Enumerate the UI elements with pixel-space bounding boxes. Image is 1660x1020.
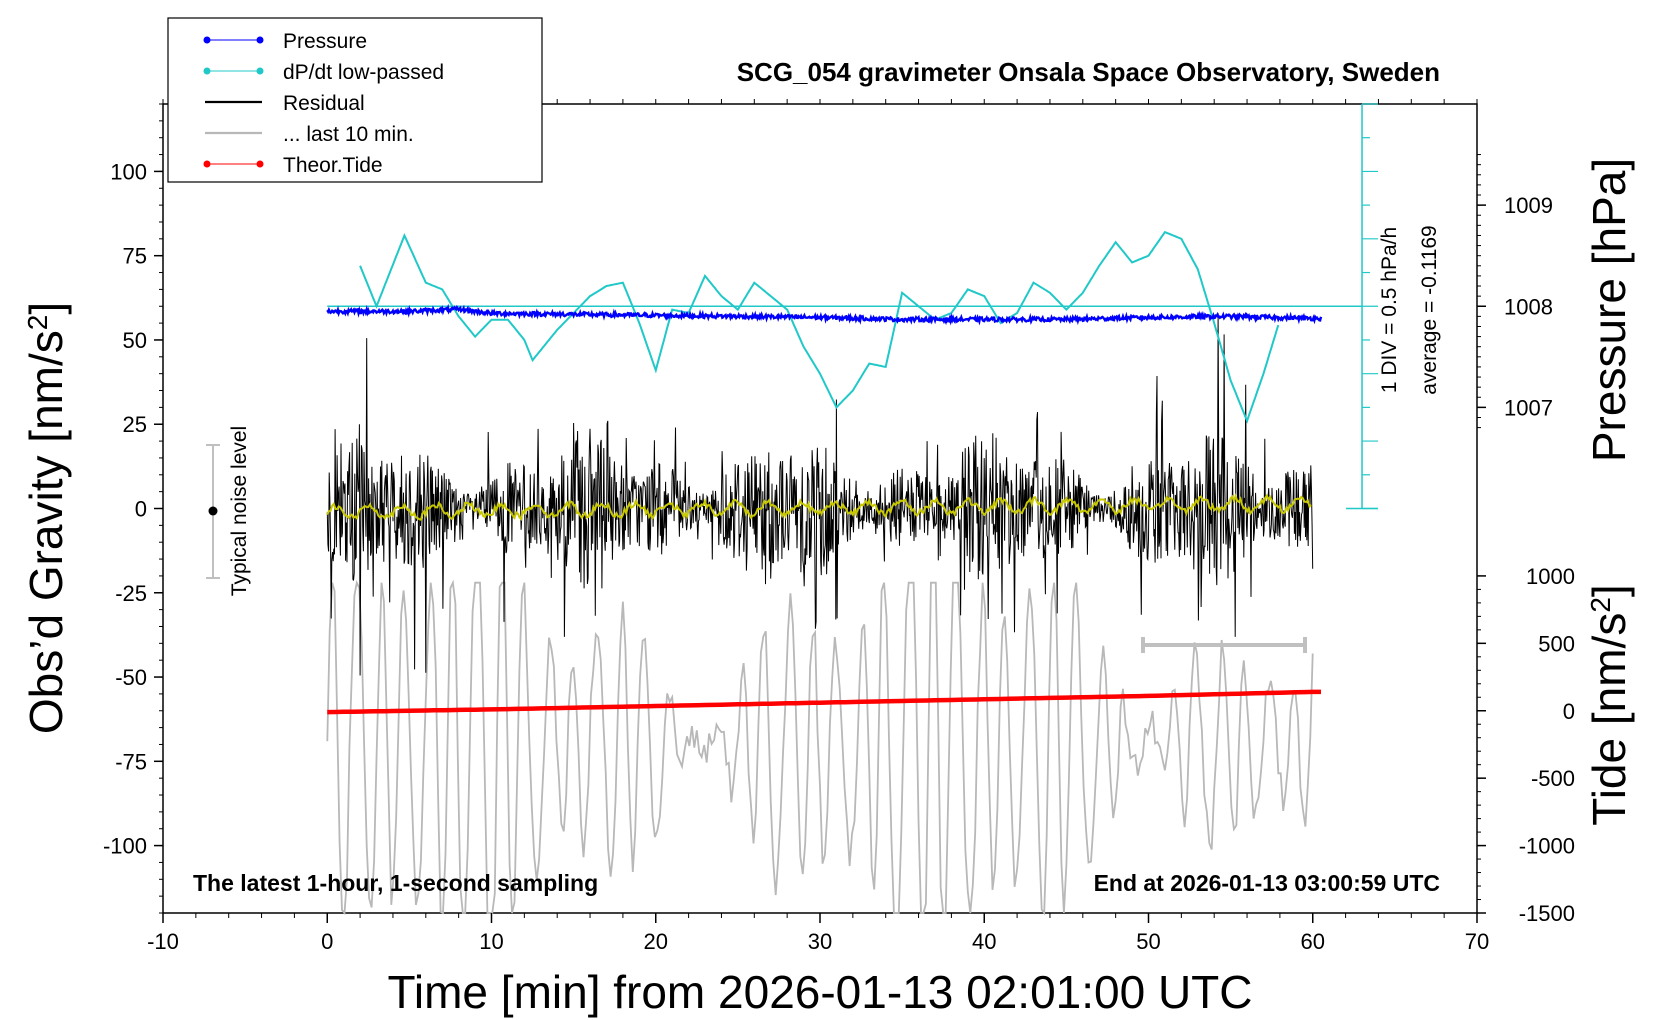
pressure-series [326,303,1323,326]
t-tick-label-5: -1500 [1519,901,1575,926]
t-tick-label-4: -1000 [1519,834,1575,859]
dpdt-series [327,230,1363,424]
t-tick-label-0: 1000 [1526,564,1575,589]
residual-smoothed-line [326,493,1312,522]
p-tick-label-0: 1009 [1504,193,1553,218]
t-tick-label-2: 0 [1563,699,1575,724]
y-tick-label-6: -50 [115,665,147,690]
last-10min-bar [1141,637,1307,653]
last-10min-series [326,579,1314,916]
noise-level-indicator [206,444,220,579]
legend: Pressure dP/dt low-passed Residual ... last… [167,17,543,183]
x-axis-label: Time [min] from 2026-01-13 02:01:00 UTC [388,966,1253,1018]
y-tick-label-7: -75 [115,749,147,774]
x-tick-label-3: 20 [644,929,668,954]
y-tick-label-0: 100 [110,159,147,184]
legend-label-0: Pressure [283,30,367,53]
y-tick-label-5: -25 [115,581,147,606]
legend-label-3: ... last 10 min. [283,123,414,146]
div-label: 1 DIV = 0.5 hPa/h [1378,227,1401,393]
t-tick-label-1: 500 [1538,631,1575,656]
x-tick-label-4: 30 [808,929,832,954]
average-label: average = -0.1169 [1418,225,1441,395]
y-tick-label-2: 50 [123,328,147,353]
residual-series [326,313,1314,676]
pressure-axis-ticks: 1009 1008 1007 [1477,154,1553,429]
x-tick-label-7: 60 [1301,929,1325,954]
y-axis-ticks: 100 75 50 25 0 -25 -50 -75 -100 [103,103,163,914]
chart-title: SCG_054 gravimeter Onsala Space Observat… [737,57,1440,87]
theor-tide-series [327,689,1321,715]
tide-axis-ticks: 1000 500 0 -500 -1000 -1500 [1477,564,1575,926]
y-tick-label-1: 75 [123,244,147,269]
p-tick-label-2: 1007 [1504,395,1553,420]
legend-label-4: Theor.Tide [283,154,383,177]
x-tick-label-1: 0 [321,929,333,954]
t-tick-label-3: -500 [1531,766,1575,791]
x-tick-label-0: -10 [147,929,179,954]
tide-axis-label: Tide [nm/s2] [1583,584,1635,825]
x-tick-label-5: 40 [972,929,996,954]
bottom-right-note: End at 2026-01-13 03:00:59 UTC [1094,870,1440,896]
x-tick-label-6: 50 [1136,929,1160,954]
y-tick-label-4: 0 [135,497,147,522]
y-tick-label-3: 25 [123,412,147,437]
dpdt-scale-bar [1346,103,1379,510]
x-axis-ticks: -10 0 10 20 30 40 50 60 70 [147,99,1489,954]
x-tick-label-2: 10 [479,929,503,954]
legend-label-1: dP/dt low-passed [283,61,444,84]
y-axis-label: Obs’d Gravity [nm/s2] [20,302,72,734]
bottom-left-note: The latest 1-hour, 1-second sampling [193,870,598,896]
x-tick-label-8: 70 [1465,929,1489,954]
p-tick-label-1: 1008 [1504,294,1553,319]
legend-label-2: Residual [283,92,365,115]
pressure-axis-label: Pressure [hPa] [1583,158,1635,462]
y-tick-label-8: -100 [103,834,147,859]
noise-level-label: Typical noise level [228,426,251,596]
